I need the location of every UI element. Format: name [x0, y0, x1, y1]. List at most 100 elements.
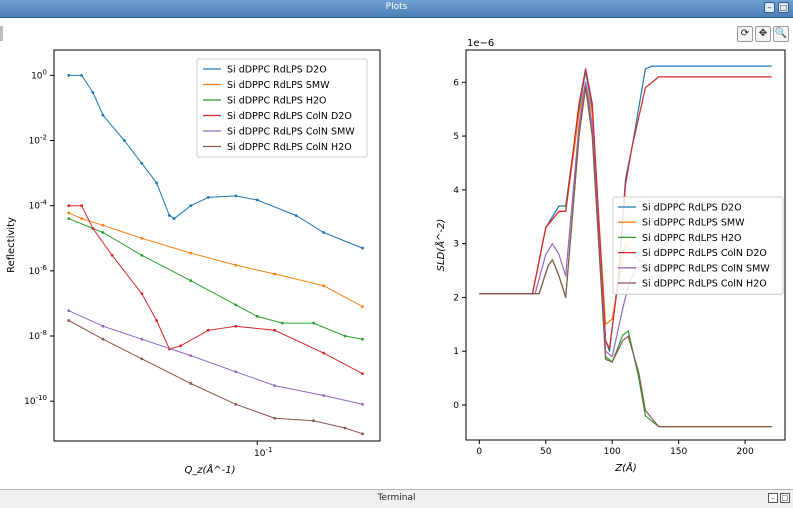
x-tick-label: 200: [737, 447, 754, 457]
y-tick-label: 6: [453, 78, 459, 88]
data-point: [167, 214, 171, 217]
data-point: [155, 181, 159, 185]
window-title: Plots: [385, 2, 408, 12]
terminal-bar[interactable]: Terminal – □: [0, 489, 793, 508]
data-point: [189, 279, 193, 283]
data-point: [189, 382, 193, 385]
data-point: [155, 319, 159, 322]
data-point: [206, 195, 210, 199]
y-tick-label: 100: [31, 68, 47, 81]
data-point: [172, 217, 176, 221]
data-point: [361, 337, 364, 341]
y-tick-label: 10-8: [29, 329, 47, 342]
data-point: [322, 231, 326, 234]
data-point: [122, 139, 126, 142]
data-point: [234, 194, 238, 198]
data-point: [234, 303, 238, 307]
y-tick-label: 5: [453, 132, 459, 142]
data-point: [91, 90, 95, 94]
legend-entry: Si dDPPC RdLPS H2O: [642, 233, 742, 244]
data-point: [234, 324, 238, 328]
x-tick-label: 50: [540, 447, 552, 457]
data-point: [110, 253, 114, 257]
legend-entry: Si dDPPC RdLPS ColN SMW: [642, 263, 770, 274]
legend-entry: Si dDPPC RdLPS D2O: [642, 203, 742, 214]
terminal-minimize-icon[interactable]: –: [768, 493, 778, 503]
series-line-si-ddppc-rdlps-h2o: [68, 218, 363, 340]
sld-ylabel: SLD(Å^-2): [434, 219, 447, 272]
pan-move-icon[interactable]: ✥: [755, 26, 771, 42]
data-point: [101, 337, 105, 341]
data-point: [140, 161, 144, 165]
data-point: [67, 319, 71, 322]
data-point: [101, 324, 105, 328]
data-point: [80, 217, 83, 221]
terminal-maximize-icon[interactable]: □: [780, 493, 790, 503]
data-point: [280, 321, 284, 325]
maximize-icon[interactable]: □: [778, 2, 789, 13]
legend-entry: Si dDPPC RdLPS ColN H2O: [642, 279, 767, 290]
legend-entry: Si dDPPC RdLPS SMW: [227, 80, 330, 91]
data-point: [343, 334, 347, 338]
refresh-icon[interactable]: ⟳: [737, 26, 753, 42]
sld-xlabel: Z(Å): [614, 461, 637, 474]
legend-entry: Si dDPPC RdLPS D2O: [227, 65, 327, 76]
data-point: [189, 251, 193, 255]
data-point: [140, 253, 144, 257]
data-point: [273, 384, 277, 388]
zoom-icon[interactable]: 🔍: [773, 26, 789, 42]
data-point: [234, 263, 238, 267]
reflectivity-plot: 100 10-2 10-4 10-6 10-8 10-10 10-1 Si dDPPC RdL…: [24, 58, 368, 459]
panel-edge: [0, 26, 3, 41]
data-point: [294, 214, 298, 217]
data-point: [140, 337, 144, 341]
legend-entry: Si dDPPC RdLPS ColN D2O: [642, 248, 767, 259]
data-point: [80, 204, 83, 208]
data-point: [322, 351, 326, 355]
data-point: [189, 354, 193, 358]
data-point: [67, 73, 71, 77]
y-tick-label: 1: [453, 347, 459, 357]
legend-entry: Si dDPPC RdLPS ColN SMW: [227, 127, 355, 138]
data-point: [101, 113, 105, 117]
data-point: [273, 328, 277, 332]
legend-entry: Si dDPPC RdLPS ColN H2O: [227, 142, 352, 153]
y-tick-label: 2: [453, 293, 459, 303]
y-tick-label: 10-2: [29, 134, 47, 147]
y-tick-label: 4: [453, 186, 459, 196]
data-point: [67, 309, 71, 313]
minimize-icon[interactable]: –: [764, 2, 775, 13]
series-line-si-ddppc-rdlps-coln-h2o: [479, 87, 772, 428]
data-point: [273, 416, 277, 420]
y-tick-label: 10-10: [24, 394, 47, 407]
x-tick-label: 10-1: [254, 446, 272, 459]
data-point: [312, 419, 315, 423]
data-point: [179, 344, 183, 348]
series-line-si-ddppc-rdlps-coln-d2o: [479, 68, 772, 350]
series-line-si-ddppc-rdlps-coln-smw: [68, 310, 363, 405]
legend-entry: Si dDPPC RdLPS H2O: [227, 96, 327, 107]
data-point: [67, 204, 71, 208]
data-point: [91, 227, 95, 230]
data-point: [140, 357, 144, 361]
sld-offset-text: 1e−6: [467, 38, 494, 49]
data-point: [361, 402, 364, 406]
data-point: [322, 394, 326, 397]
y-tick-label: 10-6: [29, 264, 48, 277]
data-point: [206, 328, 210, 332]
data-point: [140, 292, 144, 296]
sld-plot: 0 1 2 3 4 5 6 0 50 100 150 200 Si dDPPC RdLPS D2O Si …: [453, 65, 784, 457]
data-point: [322, 284, 326, 288]
reflectivity-legend: [196, 58, 368, 158]
data-point: [361, 246, 364, 250]
y-tick-label: 10-4: [29, 199, 48, 212]
data-point: [234, 402, 238, 406]
x-tick-label: 100: [604, 447, 621, 457]
data-point: [312, 321, 315, 325]
legend-entry: Si dDPPC RdLPS ColN D2O: [227, 111, 352, 122]
series-line-si-ddppc-rdlps-d2o: [68, 74, 363, 249]
data-point: [67, 217, 71, 221]
data-point: [273, 272, 277, 276]
data-point: [361, 372, 364, 376]
